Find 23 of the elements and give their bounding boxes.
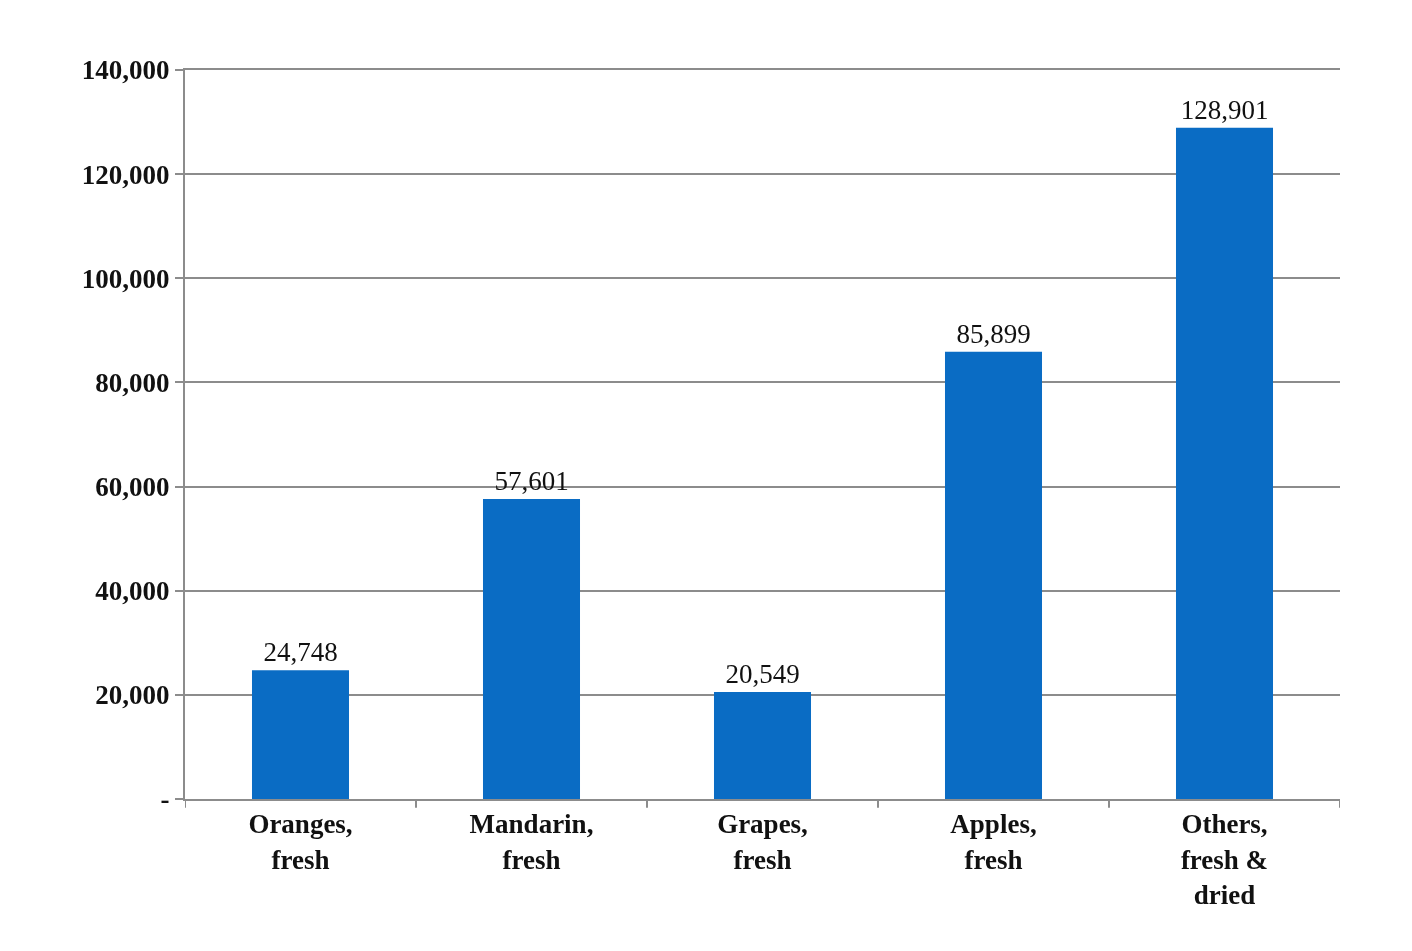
x-tick-label: Grapes, fresh: [717, 809, 808, 875]
y-tick-label: 20,000: [95, 680, 170, 711]
data-label: 85,899: [956, 318, 1031, 349]
data-label: 57,601: [494, 466, 569, 497]
y-tick-label: 40,000: [95, 576, 170, 607]
data-label: 128,901: [1180, 94, 1269, 125]
data-label: 24,748: [263, 637, 338, 668]
y-tick-label: -: [160, 784, 170, 815]
x-tick-label: Others, fresh & dried: [1180, 809, 1269, 910]
bar: [482, 499, 581, 799]
y-tick-label: 100,000: [81, 263, 170, 294]
y-tick-label: 120,000: [81, 159, 170, 190]
y-tick-label: 60,000: [95, 472, 170, 503]
x-tick-label: Mandarin, fresh: [469, 809, 594, 875]
bar: [1175, 127, 1274, 799]
y-tick-label: 80,000: [95, 367, 170, 398]
x-tick-label: Oranges, fresh: [248, 809, 353, 875]
y-tick-label: 140,000: [81, 55, 170, 86]
data-label: 20,549: [725, 659, 800, 689]
bar: [944, 351, 1043, 799]
x-tick-label: Apples, fresh: [950, 809, 1037, 875]
bar: [713, 692, 812, 799]
bar: [251, 670, 350, 799]
